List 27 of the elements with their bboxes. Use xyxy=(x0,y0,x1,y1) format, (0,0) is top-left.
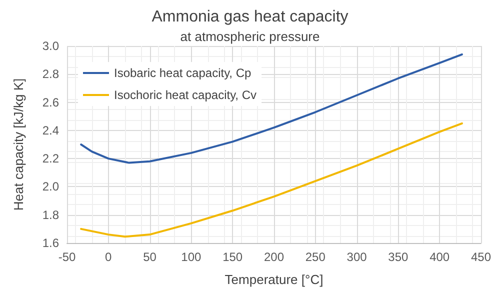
line-series xyxy=(80,53,463,164)
y-tick-label: 2.8 xyxy=(42,67,60,82)
x-tick-label: -50 xyxy=(58,250,76,264)
y-tick-label: 3.0 xyxy=(42,39,60,53)
x-tick-label: 50 xyxy=(143,250,157,264)
chart-title: Ammonia gas heat capacity xyxy=(152,8,348,26)
y-axis-title: Heat capacity [kJ/kg K] xyxy=(11,78,26,211)
y-tick-label: 2.6 xyxy=(42,95,60,110)
x-tick-label: 400 xyxy=(430,250,450,264)
x-tick-label: 150 xyxy=(222,250,243,264)
x-tick-label: 100 xyxy=(181,250,202,264)
x-tick-label: 0 xyxy=(105,250,112,264)
y-tick-label: 2.0 xyxy=(42,180,60,194)
legend-label: Isochoric heat capacity, Cv xyxy=(114,88,257,102)
chart-subtitle: at atmospheric pressure xyxy=(180,29,320,44)
x-tick-label: 200 xyxy=(264,250,284,264)
line-series xyxy=(80,122,463,238)
y-tick-label: 2.2 xyxy=(42,152,60,166)
x-tick-label: 300 xyxy=(346,250,368,264)
x-tick-label: 250 xyxy=(305,250,326,264)
y-tick-label: 2.4 xyxy=(42,123,60,138)
y-tick-label: 1.8 xyxy=(42,208,60,222)
y-tick-label: 1.6 xyxy=(42,236,60,250)
x-axis-title: Temperature [°C] xyxy=(224,272,324,287)
x-tick-label: 350 xyxy=(388,250,409,264)
x-tick-label: 450 xyxy=(470,250,492,264)
legend-label: Isobaric heat capacity, Cp xyxy=(114,66,252,80)
